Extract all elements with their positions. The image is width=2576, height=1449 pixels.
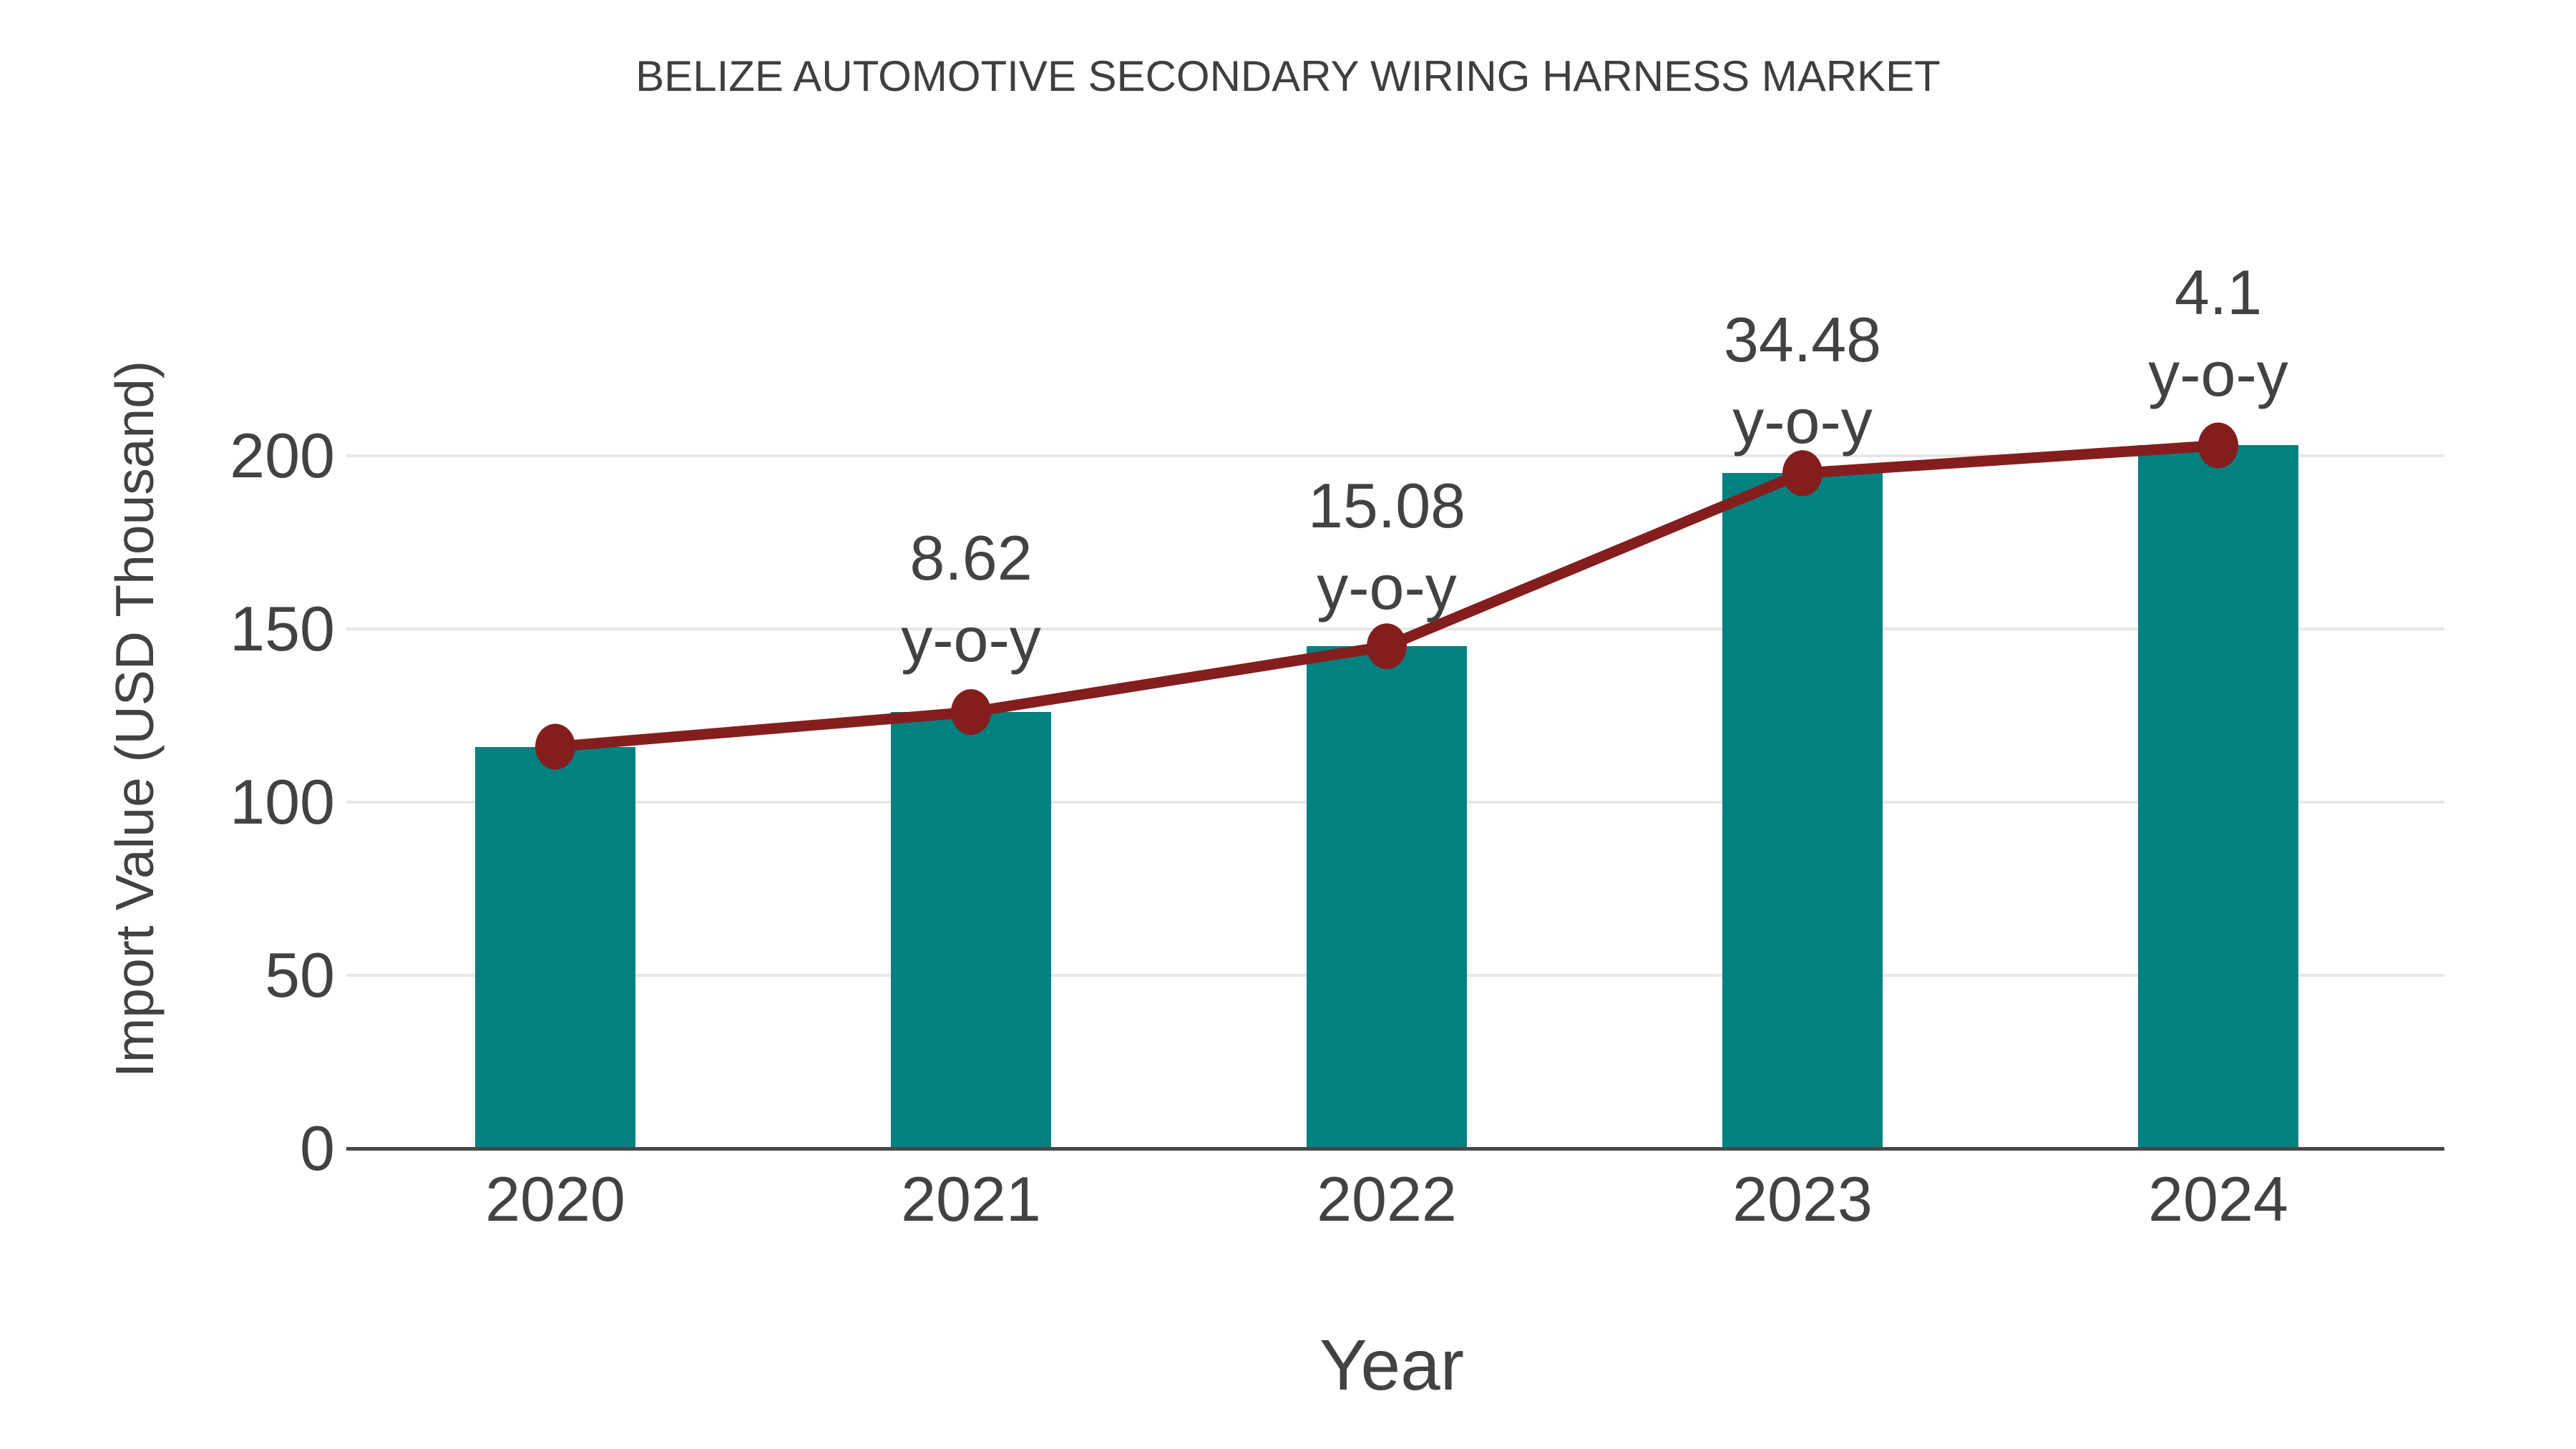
annotation-2024: 4.1 y-o-y (2004, 252, 2433, 415)
annotation-value: 8.62 (909, 522, 1033, 593)
y-tick-label-150: 150 (230, 593, 335, 664)
annotation-2021: 8.62 y-o-y (756, 517, 1186, 680)
y-tick-label-200: 200 (230, 420, 335, 491)
annotation-label: y-o-y (1317, 552, 1457, 623)
x-tick-label-2024: 2024 (2148, 1163, 2288, 1234)
x-tick-label-2023: 2023 (1732, 1163, 1873, 1234)
annotation-value: 4.1 (2174, 257, 2263, 328)
annotation-label: y-o-y (901, 604, 1041, 675)
y-tick-label-100: 100 (230, 766, 335, 837)
annotation-2022: 15.08 y-o-y (1172, 465, 1601, 628)
x-tick-label-2020: 2020 (485, 1163, 625, 1234)
x-tick-label-2021: 2021 (901, 1163, 1041, 1234)
bar-2024 (2138, 445, 2298, 1148)
annotation-2023: 34.48 y-o-y (1588, 299, 2017, 462)
annotation-value: 34.48 (1723, 304, 1882, 375)
bar-2020 (475, 746, 635, 1148)
bar-2021 (891, 712, 1051, 1148)
bar-2023 (1722, 473, 1883, 1148)
y-tick-label-0: 0 (300, 1113, 335, 1184)
bar-2022 (1307, 646, 1467, 1148)
annotation-label: y-o-y (2148, 338, 2288, 409)
annotation-value: 15.08 (1307, 470, 1466, 541)
x-axis-title: Year (1319, 1325, 1465, 1405)
chart-title: BELIZE AUTOMOTIVE SECONDARY WIRING HARNE… (635, 52, 1941, 100)
gridline-200 (346, 454, 2444, 457)
annotation-label: y-o-y (1732, 386, 1873, 457)
x-tick-label-2022: 2022 (1317, 1163, 1457, 1234)
y-axis-title: Import Value (USD Thousand) (104, 361, 165, 1078)
y-tick-label-50: 50 (265, 940, 335, 1010)
x-axis-line (346, 1147, 2444, 1151)
